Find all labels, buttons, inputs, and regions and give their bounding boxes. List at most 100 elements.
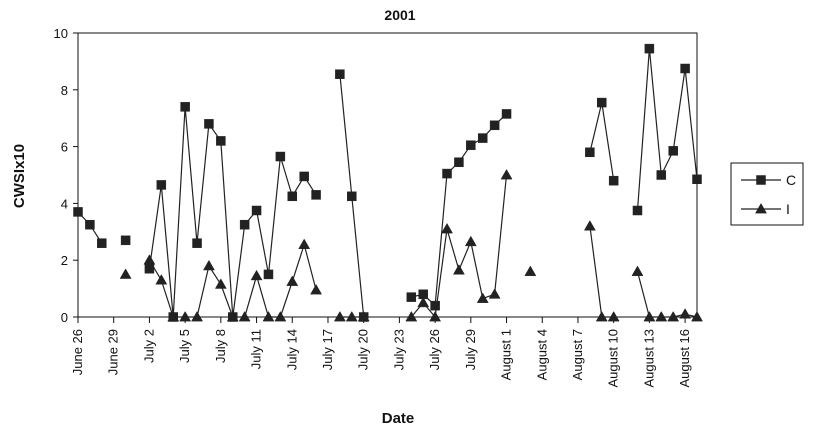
legend: CI bbox=[730, 162, 804, 226]
data-point-triangle bbox=[274, 310, 287, 322]
y-tick-label: 2 bbox=[61, 253, 68, 268]
series-line-c bbox=[411, 113, 507, 307]
data-point-triangle bbox=[167, 310, 180, 322]
data-point-triangle bbox=[226, 310, 239, 322]
chart-title: 2001 bbox=[384, 7, 415, 23]
data-point-square bbox=[632, 205, 643, 216]
y-tick-label: 8 bbox=[61, 83, 68, 98]
data-point-square bbox=[406, 292, 417, 302]
data-point-triangle bbox=[155, 274, 168, 285]
data-point-square bbox=[299, 171, 309, 182]
legend-label-i: I bbox=[786, 201, 790, 217]
data-point-square bbox=[442, 168, 452, 179]
x-tick-label: July 14 bbox=[284, 329, 299, 370]
data-point-triangle bbox=[452, 264, 465, 275]
data-point-triangle bbox=[583, 220, 596, 231]
plot-frame bbox=[77, 32, 698, 318]
data-point-square bbox=[692, 174, 702, 185]
data-point-square bbox=[466, 140, 476, 150]
data-point-triangle bbox=[262, 310, 275, 322]
data-point-square bbox=[501, 109, 512, 119]
data-point-triangle bbox=[405, 310, 418, 322]
data-point-square bbox=[73, 207, 83, 217]
data-point-triangle bbox=[429, 310, 442, 322]
x-tick-label: August 16 bbox=[677, 329, 692, 388]
data-point-square bbox=[216, 136, 226, 146]
data-point-square bbox=[608, 175, 619, 186]
y-axis-label: CWSIx10 bbox=[11, 144, 28, 208]
data-point-square bbox=[192, 238, 202, 248]
data-point-triangle bbox=[310, 284, 323, 295]
x-tick-label: July 11 bbox=[249, 329, 264, 369]
legend-box bbox=[730, 162, 804, 226]
data-point-square bbox=[180, 102, 190, 112]
data-point-square bbox=[454, 157, 464, 167]
data-point-triangle bbox=[298, 238, 311, 249]
data-point-square bbox=[644, 43, 655, 54]
data-point-square bbox=[275, 151, 286, 162]
data-point-square bbox=[97, 238, 107, 248]
legend-marker-i bbox=[755, 202, 767, 214]
series-c bbox=[73, 43, 702, 322]
data-point-triangle bbox=[203, 259, 215, 271]
legend-marker-c bbox=[756, 175, 766, 185]
x-tick-label: July 2 bbox=[141, 329, 156, 363]
data-point-square bbox=[120, 235, 131, 246]
legend-label-c: C bbox=[786, 172, 796, 188]
series-line-c bbox=[589, 102, 615, 181]
data-point-triangle bbox=[631, 265, 644, 276]
data-point-triangle bbox=[417, 296, 430, 308]
x-tick-label: July 5 bbox=[177, 329, 192, 363]
data-point-square bbox=[597, 97, 607, 108]
data-point-triangle bbox=[691, 310, 703, 322]
data-point-triangle bbox=[238, 310, 251, 322]
data-point-triangle bbox=[333, 310, 346, 322]
data-point-square bbox=[156, 180, 167, 190]
data-point-triangle bbox=[143, 254, 156, 265]
data-point-triangle bbox=[655, 310, 668, 322]
data-point-square bbox=[668, 146, 678, 156]
series-line-i bbox=[636, 271, 698, 318]
data-point-triangle bbox=[595, 310, 608, 322]
data-point-square bbox=[656, 170, 667, 180]
y-tick-label: 6 bbox=[61, 140, 68, 155]
x-tick-label: July 29 bbox=[463, 329, 478, 370]
data-point-triangle bbox=[441, 222, 453, 234]
data-point-triangle bbox=[357, 310, 370, 322]
series-line-c bbox=[636, 48, 698, 211]
data-point-square bbox=[85, 219, 95, 230]
x-tick-label: August 4 bbox=[534, 329, 549, 380]
data-point-triangle bbox=[667, 310, 680, 322]
x-tick-label: August 10 bbox=[606, 329, 621, 388]
data-point-triangle bbox=[179, 310, 192, 322]
data-point-square bbox=[335, 69, 345, 79]
data-point-triangle bbox=[286, 275, 299, 286]
x-tick-label: August 13 bbox=[641, 329, 656, 388]
data-point-square bbox=[477, 133, 488, 143]
series-layer bbox=[73, 43, 703, 322]
data-point-square bbox=[585, 147, 595, 158]
data-point-square bbox=[680, 63, 690, 74]
data-point-triangle bbox=[476, 292, 489, 303]
x-tick-label: August 7 bbox=[570, 329, 585, 380]
data-point-square bbox=[287, 191, 298, 202]
x-tick-label: July 17 bbox=[320, 329, 335, 370]
data-point-square bbox=[239, 219, 250, 230]
data-point-triangle bbox=[524, 265, 537, 276]
data-point-triangle bbox=[464, 235, 477, 247]
data-point-square bbox=[311, 190, 321, 200]
data-point-triangle bbox=[643, 310, 656, 322]
x-tick-label: June 26 bbox=[70, 329, 85, 375]
data-point-triangle bbox=[679, 308, 692, 319]
data-point-square bbox=[263, 269, 274, 280]
data-point-triangle bbox=[191, 310, 203, 322]
data-point-triangle bbox=[119, 268, 132, 279]
y-tick-label: 10 bbox=[54, 26, 68, 41]
data-point-square bbox=[489, 120, 500, 131]
data-point-square bbox=[251, 205, 262, 216]
y-tick-label: 0 bbox=[61, 310, 68, 325]
data-point-triangle bbox=[214, 278, 227, 289]
data-point-triangle bbox=[607, 310, 620, 322]
x-tick-label: June 29 bbox=[106, 329, 121, 375]
